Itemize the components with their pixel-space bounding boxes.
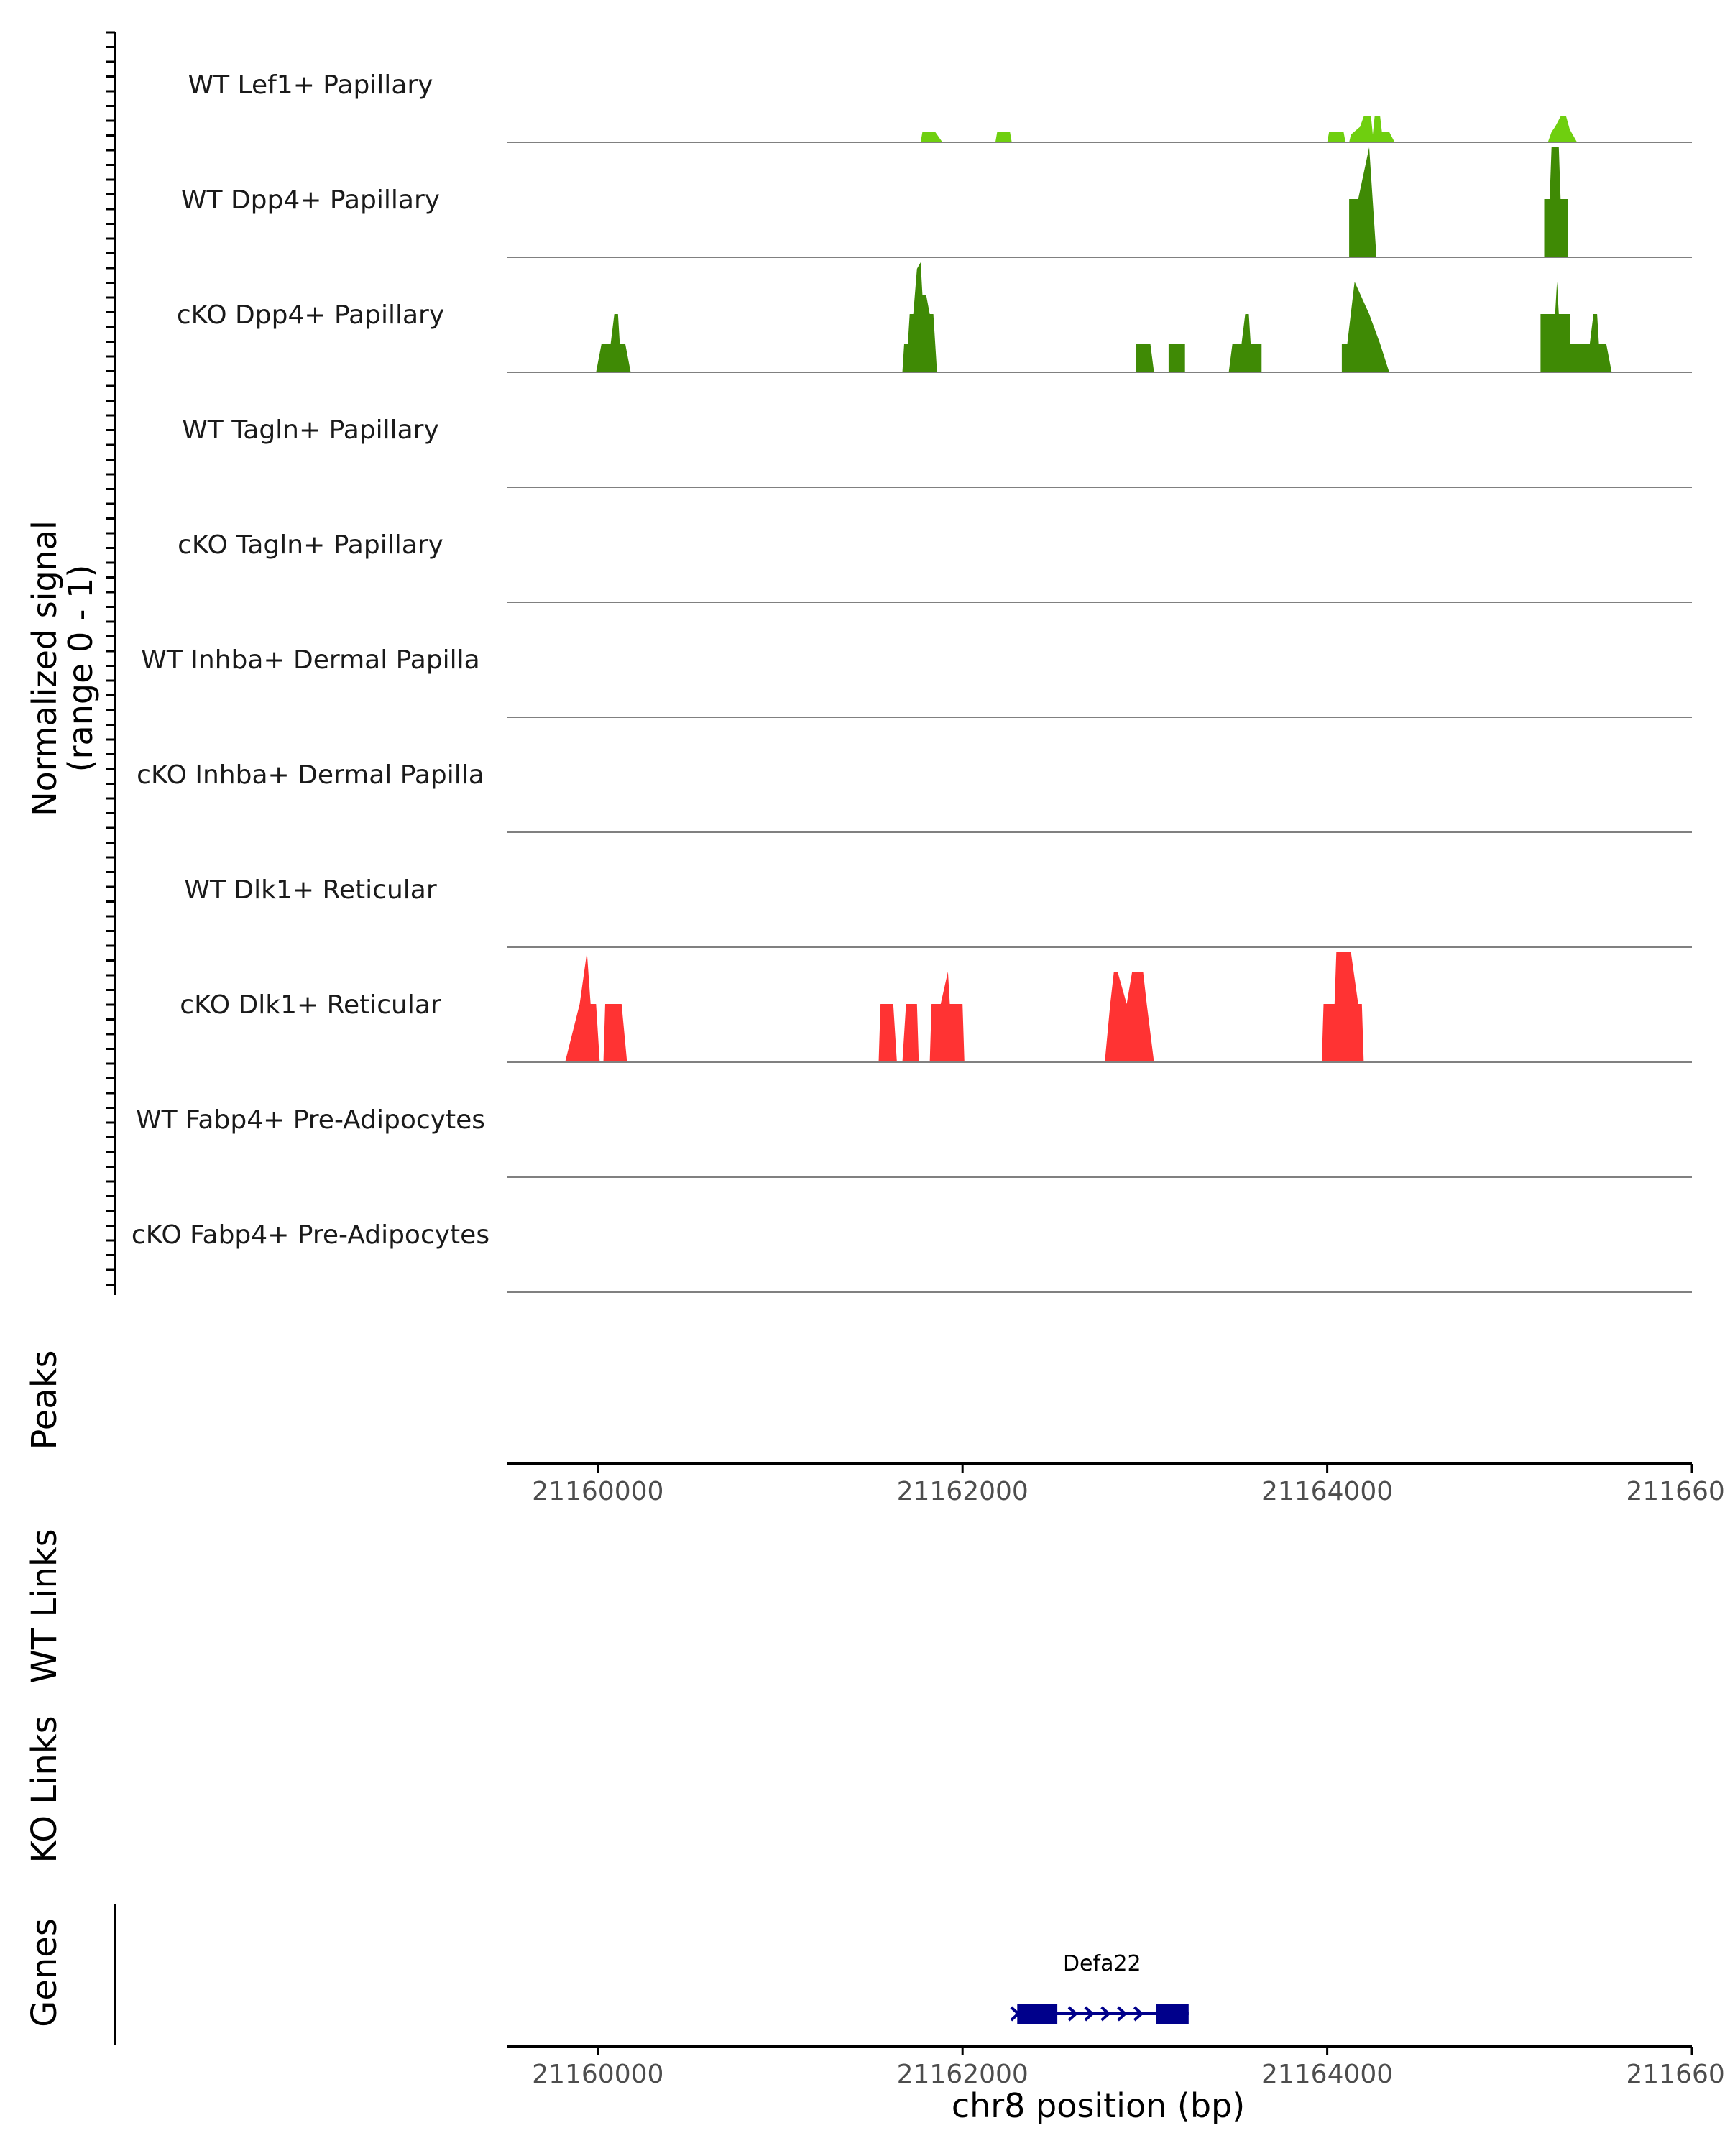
panel-label-peaks: Peaks xyxy=(24,1350,65,1450)
track: cKO Inhba+ Dermal Papilla xyxy=(137,760,1692,833)
track-label: WT Tagln+ Papillary xyxy=(182,415,439,445)
gene-label: Defa22 xyxy=(1063,1951,1141,1976)
gene-exon xyxy=(1017,2004,1058,2024)
track: WT Tagln+ Papillary xyxy=(182,415,1692,488)
x-tick-label: 21160000 xyxy=(532,2060,663,2089)
track-label: cKO Tagln+ Papillary xyxy=(178,530,443,560)
x-axis-title: chr8 position (bp) xyxy=(952,2086,1245,2125)
track-label: WT Fabp4+ Pre-Adipocytes xyxy=(136,1105,485,1135)
track: WT Dlk1+ Reticular xyxy=(184,875,1692,948)
track: cKO Tagln+ Papillary xyxy=(178,530,1692,603)
x-tick-label: 21164000 xyxy=(1261,2060,1393,2089)
x-tick-label: 21162000 xyxy=(897,2060,1029,2089)
coverage-area xyxy=(565,952,1364,1062)
track-label: WT Dpp4+ Papillary xyxy=(181,185,440,215)
track-label: WT Inhba+ Dermal Papilla xyxy=(141,645,479,675)
track: cKO Dlk1+ Reticular xyxy=(180,952,1692,1063)
track-label: cKO Inhba+ Dermal Papilla xyxy=(137,760,484,790)
y-axis-title-line2: (range 0 - 1) xyxy=(61,565,100,773)
gene-track: Defa22 xyxy=(1010,1951,1189,2024)
strand-arrow xyxy=(1133,2006,1144,2022)
coverage-area xyxy=(1349,147,1568,257)
x-tick-label: 21164000 xyxy=(1261,1477,1393,1506)
gene-exon xyxy=(1156,2004,1189,2024)
track: WT Fabp4+ Pre-Adipocytes xyxy=(136,1105,1692,1178)
strand-arrow xyxy=(1067,2006,1078,2022)
track-label: WT Lef1+ Papillary xyxy=(188,70,433,100)
coverage-area xyxy=(920,116,1578,142)
panel-label-ko-links: KO Links xyxy=(24,1715,65,1863)
x-tick-label: 21162000 xyxy=(897,1477,1029,1506)
track: WT Lef1+ Papillary xyxy=(188,70,1692,143)
coverage-tracks: WT Lef1+ Papillary WT Dpp4+ Papillary cKO … xyxy=(132,70,1692,1293)
normalized-signal-axis xyxy=(106,31,116,1295)
track-label: WT Dlk1+ Reticular xyxy=(184,875,436,905)
strand-arrow xyxy=(1084,2006,1095,2022)
x-tick-label: 21166000 xyxy=(1626,1477,1725,1506)
x-tick-label: 21166000 xyxy=(1626,2060,1725,2089)
strand-arrow xyxy=(1010,2006,1021,2022)
track-label: cKO Fabp4+ Pre-Adipocytes xyxy=(132,1220,489,1250)
track: WT Inhba+ Dermal Papilla xyxy=(141,645,1692,718)
panel-label-genes: Genes xyxy=(24,1918,65,2027)
coverage-area xyxy=(596,262,1612,372)
track: cKO Fabp4+ Pre-Adipocytes xyxy=(132,1220,1692,1293)
panel-label-wt-links: WT Links xyxy=(24,1529,65,1683)
track-label: cKO Dlk1+ Reticular xyxy=(180,990,441,1020)
x-axis-genes: 21160000 21162000 21164000 21166000 xyxy=(507,2045,1725,2089)
strand-arrow xyxy=(1117,2006,1128,2022)
track-label: cKO Dpp4+ Papillary xyxy=(177,300,444,330)
track: WT Dpp4+ Papillary xyxy=(181,147,1692,258)
x-axis-peaks: 21160000 21162000 21164000 21166000 xyxy=(507,1462,1725,1506)
track: cKO Dpp4+ Papillary xyxy=(177,262,1692,373)
strand-arrow xyxy=(1100,2006,1111,2022)
x-tick-label: 21160000 xyxy=(532,1477,663,1506)
y-axis-title-line1: Normalized signal xyxy=(25,520,64,816)
